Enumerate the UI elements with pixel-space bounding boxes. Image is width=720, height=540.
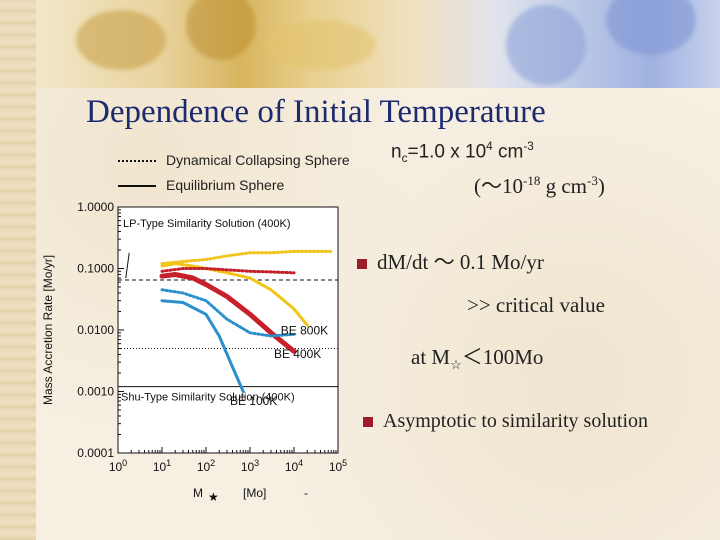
x-tick-label: 100 bbox=[109, 458, 127, 474]
series-label-0: BE 800K bbox=[281, 323, 328, 337]
y-tick-label: 1.0000 bbox=[77, 200, 114, 214]
y-tick-label: 0.0010 bbox=[77, 385, 114, 399]
legend-dotted-label: Dynamical Collapsing Sphere bbox=[166, 152, 350, 168]
bullet-square bbox=[363, 417, 373, 428]
x-tick-label: 105 bbox=[329, 458, 347, 474]
legend-solid-swatch bbox=[118, 185, 156, 188]
y-tick-label: 0.1000 bbox=[77, 262, 114, 276]
x-axis-unit: [Mo] bbox=[243, 486, 266, 500]
series-line-3 bbox=[160, 267, 296, 275]
x-tick-label: 102 bbox=[197, 458, 215, 474]
legend-solid-label: Equilibrium Sphere bbox=[166, 177, 285, 193]
lp-label-pointer bbox=[125, 252, 130, 279]
series-line-1 bbox=[160, 249, 333, 266]
series-label-1: BE 400K bbox=[274, 347, 321, 361]
plot-area bbox=[117, 206, 339, 454]
x-axis-dash: - bbox=[304, 486, 308, 500]
legend-dotted: Dynamical Collapsing Sphere bbox=[118, 152, 350, 168]
series-label-2: BE 100K bbox=[230, 394, 277, 408]
series-line-2 bbox=[159, 272, 297, 354]
series-line-5 bbox=[160, 288, 296, 338]
density-equivalent: (～10-18 g cm-3) bbox=[474, 173, 605, 198]
x-tick-label: 101 bbox=[153, 458, 171, 474]
series-line-0 bbox=[160, 262, 309, 327]
bullet-accretion-rate: dM/dt ～ 0.1 Mo/yr bbox=[357, 246, 544, 276]
mass-condition: at M☆＜100Mo bbox=[411, 345, 544, 373]
legend-solid: Equilibrium Sphere bbox=[118, 177, 284, 193]
y-tick-label: 0.0100 bbox=[77, 323, 114, 337]
critical-value-text: >> critical value bbox=[467, 293, 605, 317]
bullet-asymptotic: Asymptotic to similarity solution bbox=[363, 410, 648, 433]
decorative-left-strip bbox=[0, 0, 36, 540]
x-axis-label: M bbox=[193, 486, 203, 500]
bullet-square bbox=[357, 259, 367, 270]
x-tick-label: 104 bbox=[285, 458, 303, 474]
slide-title: Dependence of Initial Temperature bbox=[86, 94, 546, 130]
lp-similarity-label: LP-Type Similarity Solution (400K) bbox=[123, 218, 291, 230]
series-line-4 bbox=[160, 299, 245, 393]
decorative-banner bbox=[36, 0, 720, 88]
shu-similarity-label: Shu-Type Similarity Solution (400K) bbox=[121, 392, 295, 404]
x-tick-label: 103 bbox=[241, 458, 259, 474]
y-tick-label: 0.0001 bbox=[77, 446, 114, 460]
y-axis-label: Mass Accretion Rate [Mo/yr] bbox=[41, 255, 55, 405]
central-density: nc=1.0 x 104 cm-3 bbox=[391, 140, 534, 166]
x-axis-star: ★ bbox=[208, 490, 219, 504]
